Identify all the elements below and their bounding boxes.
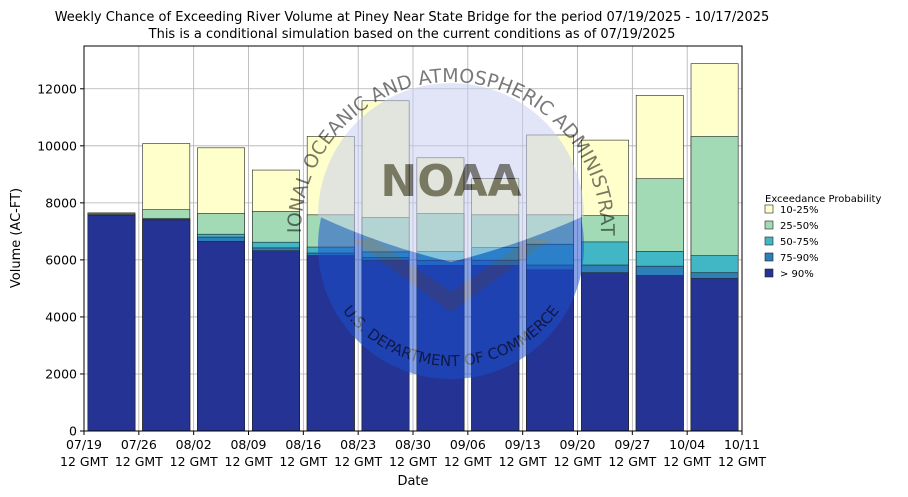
x-tick-label: 10/11: [724, 437, 760, 452]
x-tick-label: 09/06: [450, 437, 486, 452]
x-axis: 07/19 12 GMT 07/26 12 GMT 08/02 12 GMT 08/09 12…: [60, 431, 766, 469]
bar: [252, 250, 300, 432]
legend-swatch: [764, 204, 774, 214]
x-tick-sublabel: 12 GMT: [663, 454, 711, 469]
legend-entry: 75-90%: [780, 253, 819, 264]
bar: [690, 278, 739, 432]
x-tick-sublabel: 12 GMT: [170, 454, 218, 469]
logo-bird: [352, 238, 550, 312]
y-tick-label: 0: [69, 424, 77, 439]
logo-sky: [318, 83, 584, 262]
x-tick-label: 09/13: [505, 437, 541, 452]
x-tick-sublabel: 12 GMT: [279, 454, 327, 469]
x-tick-label: 08/02: [176, 437, 212, 452]
legend-swatch: [764, 236, 774, 246]
x-tick-label: 07/26: [121, 437, 157, 452]
bar: [197, 241, 245, 432]
x-tick-label: 08/23: [340, 437, 376, 452]
x-tick-label: 07/19: [66, 437, 102, 452]
legend-swatch: [764, 220, 774, 230]
y-tick-label: 10000: [37, 138, 77, 153]
chart-title: Weekly Chance of Exceeding River Volume …: [55, 10, 770, 25]
x-tick-sublabel: 12 GMT: [389, 454, 437, 469]
x-tick-label: 09/27: [614, 437, 650, 452]
bar: [635, 275, 684, 432]
x-tick-label: 09/20: [559, 437, 595, 452]
chart-subtitle: This is a conditional simulation based o…: [148, 27, 676, 42]
bar: [581, 272, 629, 432]
x-axis-label: Date: [397, 474, 428, 489]
x-tick-label: 08/16: [285, 437, 321, 452]
legend-title: Exceedance Probability: [765, 194, 881, 205]
legend-entry: 50-75%: [780, 237, 819, 248]
x-tick-sublabel: 12 GMT: [334, 454, 382, 469]
x-tick-sublabel: 12 GMT: [718, 454, 766, 469]
legend-entry: > 90%: [780, 269, 814, 280]
x-tick-sublabel: 12 GMT: [499, 454, 547, 469]
y-tick-label: 12000: [37, 81, 77, 96]
y-tick-label: 6000: [45, 252, 77, 267]
y-tick-label: 4000: [45, 309, 77, 324]
y-tick-label: 8000: [45, 195, 77, 210]
legend-swatch: [764, 268, 774, 278]
x-tick-label: 10/04: [669, 437, 705, 452]
bar: [142, 219, 191, 432]
x-tick-sublabel: 12 GMT: [444, 454, 492, 469]
x-tick-sublabel: 12 GMT: [225, 454, 273, 469]
y-axis: 0 2000 4000 6000 8000 10000 12000: [37, 81, 84, 439]
legend-entry: 25-50%: [780, 221, 819, 232]
x-tick-sublabel: 12 GMT: [608, 454, 656, 469]
x-tick-label: 08/30: [395, 437, 431, 452]
logo-center-text: NOAA: [380, 156, 521, 207]
x-tick-sublabel: 12 GMT: [554, 454, 602, 469]
x-tick-sublabel: 12 GMT: [115, 454, 163, 469]
x-tick-sublabel: 12 GMT: [60, 454, 108, 469]
legend-swatch: [764, 252, 774, 262]
legend-entry: 10-25%: [780, 205, 819, 216]
y-tick-label: 2000: [45, 366, 77, 381]
bar: [87, 215, 136, 432]
x-tick-label: 08/09: [230, 437, 266, 452]
y-axis-label: Volume (AC-FT): [9, 188, 24, 288]
